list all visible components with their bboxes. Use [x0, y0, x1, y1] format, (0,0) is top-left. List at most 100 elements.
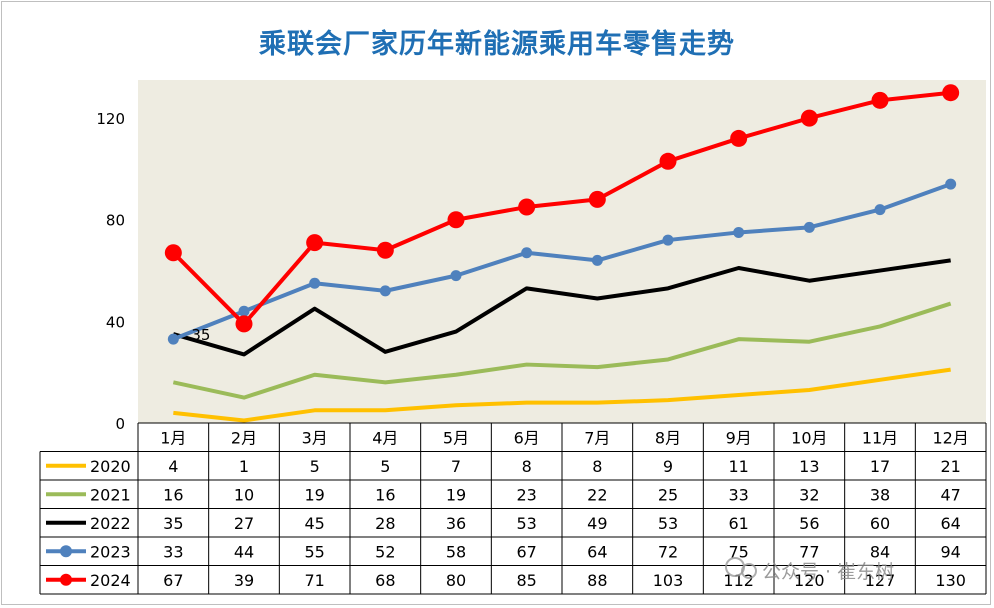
legend-label-2021: 2021 — [90, 485, 131, 504]
chart-title: 乘联会厂家历年新能源乘用车零售走势 — [259, 29, 735, 60]
data-point-2024 — [518, 198, 536, 216]
data-cell: 25 — [658, 485, 678, 504]
data-point-2024 — [942, 84, 960, 102]
series-line-2022 — [172, 258, 951, 357]
category-label: 7月 — [584, 428, 610, 447]
data-cell: 33 — [163, 542, 183, 561]
data-cell: 28 — [375, 514, 395, 533]
legend-label-2022: 2022 — [90, 514, 131, 533]
legend-label-2023: 2023 — [90, 542, 131, 561]
series-line-2021 — [172, 301, 952, 400]
legend-marker-2024 — [60, 573, 72, 586]
data-point-2024 — [306, 234, 324, 252]
data-cell: 22 — [587, 485, 607, 504]
data-cell: 33 — [728, 485, 748, 504]
data-cell: 16 — [163, 485, 183, 504]
data-cell: 7 — [451, 457, 461, 476]
category-label: 5月 — [443, 428, 469, 447]
data-point-2024 — [730, 129, 748, 147]
data-cell: 68 — [375, 571, 395, 590]
watermark-text: 公众号 · 崔东树 — [762, 561, 894, 583]
y-tick-label: 40 — [106, 313, 125, 331]
data-cell: 47 — [940, 485, 960, 504]
data-cell: 94 — [940, 542, 960, 561]
data-point-2023 — [309, 277, 321, 289]
data-cell: 16 — [375, 485, 395, 504]
data-cell: 60 — [870, 514, 890, 533]
data-point-2023 — [874, 204, 886, 216]
data-cell: 5 — [310, 457, 320, 476]
category-label: 8月 — [655, 428, 681, 447]
data-cell: 53 — [658, 514, 678, 533]
data-cell: 32 — [799, 485, 819, 504]
data-label: 35 — [191, 326, 210, 344]
data-cell: 45 — [304, 514, 324, 533]
data-point-2023 — [591, 254, 603, 266]
category-label: 10月 — [791, 428, 827, 447]
data-cell: 19 — [304, 485, 324, 504]
data-cell: 53 — [516, 514, 536, 533]
y-tick-label: 120 — [96, 110, 125, 128]
data-cell: 44 — [234, 542, 254, 561]
wechat-logo-icon — [741, 563, 757, 579]
data-cell: 8 — [522, 457, 532, 476]
data-point-2023 — [662, 234, 674, 246]
data-cell: 80 — [446, 571, 466, 590]
data-cell: 27 — [234, 514, 254, 533]
data-point-2023 — [733, 226, 745, 238]
data-point-2023 — [803, 221, 815, 233]
data-cell: 35 — [163, 514, 183, 533]
data-cell: 5 — [380, 457, 390, 476]
series-line-2023 — [172, 182, 952, 342]
legend-marker-2023 — [60, 545, 72, 558]
data-cell: 19 — [446, 485, 466, 504]
data-cell: 10 — [234, 485, 254, 504]
data-cell: 77 — [799, 542, 819, 561]
data-point-2023 — [167, 333, 179, 345]
category-label: 2月 — [231, 428, 257, 447]
category-label: 11月 — [862, 428, 898, 447]
data-cell: 36 — [446, 514, 466, 533]
category-label: 6月 — [514, 428, 540, 447]
data-cell: 39 — [234, 571, 254, 590]
data-point-2024 — [800, 109, 818, 127]
data-cell: 61 — [728, 514, 748, 533]
data-point-2023 — [450, 270, 462, 282]
data-point-2024 — [871, 91, 889, 109]
data-cell: 67 — [516, 542, 536, 561]
data-cell: 64 — [587, 542, 607, 561]
legend-label-2020: 2020 — [90, 457, 131, 476]
data-cell: 13 — [799, 457, 819, 476]
data-point-2024 — [659, 152, 677, 170]
data-cell: 9 — [663, 457, 673, 476]
category-label: 12月 — [932, 428, 968, 447]
legend-label-2024: 2024 — [90, 571, 131, 590]
data-cell: 120 — [794, 571, 825, 590]
data-point-2024 — [588, 190, 606, 208]
data-cell: 23 — [516, 485, 536, 504]
data-cell: 85 — [516, 571, 536, 590]
data-cell: 4 — [168, 457, 178, 476]
data-cell: 55 — [304, 542, 324, 561]
data-point-2024 — [447, 211, 465, 229]
data-point-2023 — [379, 285, 391, 297]
data-cell: 11 — [728, 457, 748, 476]
data-cell: 8 — [592, 457, 602, 476]
category-label: 9月 — [726, 428, 752, 447]
data-point-2024 — [164, 244, 182, 262]
data-cell: 52 — [375, 542, 395, 561]
data-cell: 130 — [935, 571, 966, 590]
data-point-2023 — [521, 247, 533, 259]
data-cell: 38 — [870, 485, 890, 504]
series-line-2024 — [171, 90, 951, 326]
category-label: 1月 — [160, 428, 186, 447]
data-point-2023 — [238, 305, 250, 317]
data-cell: 103 — [653, 571, 684, 590]
data-cell: 75 — [728, 542, 748, 561]
data-cell: 49 — [587, 514, 607, 533]
y-tick-label: 0 — [115, 415, 125, 433]
data-point-2023 — [945, 178, 957, 190]
data-cell: 127 — [865, 571, 896, 590]
data-cell: 67 — [163, 571, 183, 590]
